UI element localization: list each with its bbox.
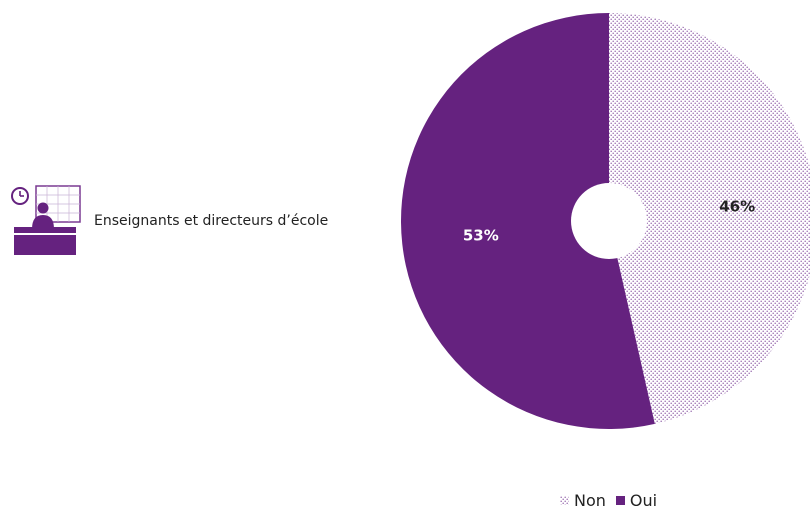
donut-hole	[571, 183, 647, 259]
pie-slice-non	[609, 13, 810, 424]
pie-slice-oui	[400, 13, 655, 430]
legend-item-oui: Oui	[615, 491, 658, 510]
legend-swatch-non	[560, 496, 569, 505]
legend-label-non: Non	[574, 491, 606, 510]
category-label: Enseignants et directeurs d’école	[94, 213, 329, 229]
category-row: Enseignants et directeurs d’école	[8, 183, 328, 259]
legend: Non Oui	[560, 491, 667, 510]
data-label-oui: 53%	[463, 226, 499, 244]
legend-label-oui: Oui	[629, 491, 658, 510]
data-label-non: 46%	[719, 198, 755, 216]
legend-item-non: Non	[560, 491, 606, 510]
teacher-at-desk-icon	[11, 185, 81, 255]
legend-swatch-oui	[615, 496, 625, 505]
